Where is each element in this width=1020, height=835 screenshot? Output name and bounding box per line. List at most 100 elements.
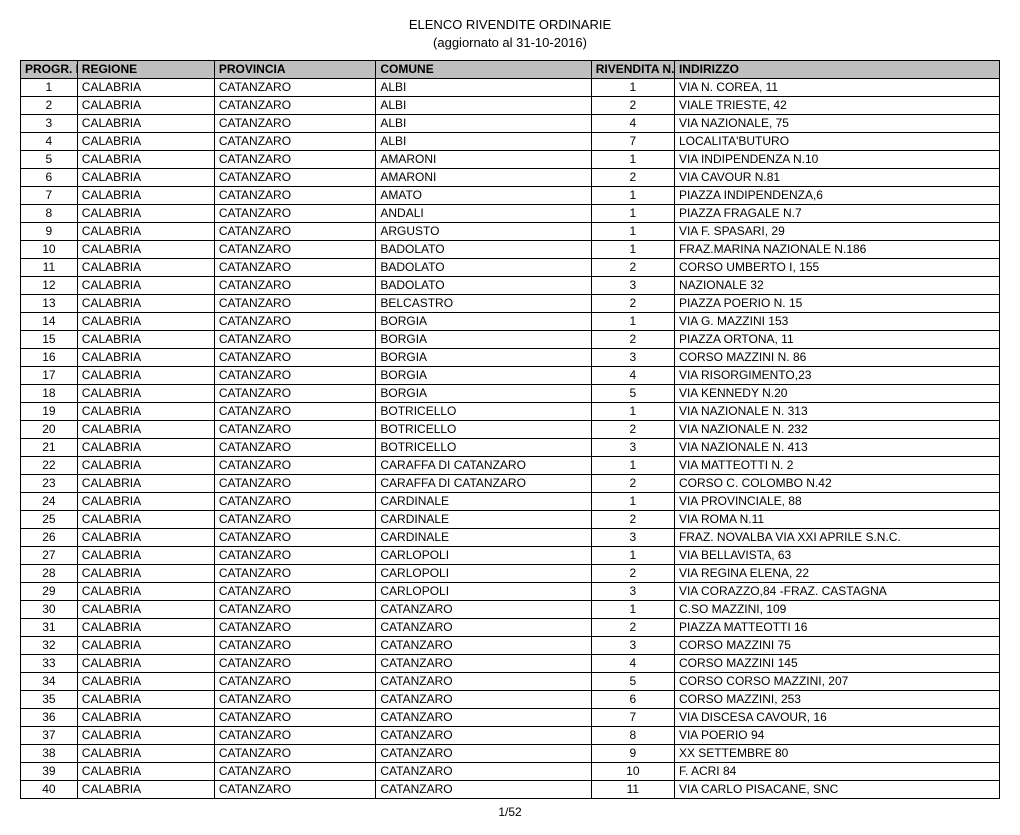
- cell-comune: AMARONI: [376, 151, 591, 169]
- cell-comune: CATANZARO: [376, 673, 591, 691]
- cell-indirizzo: VIA NAZIONALE N. 413: [674, 439, 999, 457]
- cell-rivendita: 1: [591, 457, 674, 475]
- cell-progr: 21: [21, 439, 78, 457]
- cell-comune: CARDINALE: [376, 511, 591, 529]
- cell-indirizzo: VIA KENNEDY N.20: [674, 385, 999, 403]
- cell-progr: 11: [21, 259, 78, 277]
- cell-regione: CALABRIA: [77, 223, 214, 241]
- table-row: 12CALABRIACATANZAROBADOLATO3NAZIONALE 32: [21, 277, 1000, 295]
- cell-progr: 14: [21, 313, 78, 331]
- page-subtitle: (aggiornato al 31-10-2016): [20, 34, 1000, 52]
- table-row: 39CALABRIACATANZAROCATANZARO10F. ACRI 84: [21, 763, 1000, 781]
- cell-provincia: CATANZARO: [214, 439, 376, 457]
- cell-progr: 25: [21, 511, 78, 529]
- table-row: 13CALABRIACATANZAROBELCASTRO2PIAZZA POER…: [21, 295, 1000, 313]
- table-row: 18CALABRIACATANZAROBORGIA5VIA KENNEDY N.…: [21, 385, 1000, 403]
- table-row: 20CALABRIACATANZAROBOTRICELLO2VIA NAZION…: [21, 421, 1000, 439]
- cell-provincia: CATANZARO: [214, 385, 376, 403]
- col-progr: PROGR. ELENCO: [21, 61, 78, 79]
- page-footer: 1/52: [20, 805, 1000, 819]
- cell-indirizzo: CORSO C. COLOMBO N.42: [674, 475, 999, 493]
- cell-regione: CALABRIA: [77, 637, 214, 655]
- cell-provincia: CATANZARO: [214, 763, 376, 781]
- cell-rivendita: 1: [591, 187, 674, 205]
- cell-indirizzo: PIAZZA POERIO N. 15: [674, 295, 999, 313]
- col-comune: COMUNE: [376, 61, 591, 79]
- cell-progr: 34: [21, 673, 78, 691]
- table-row: 3CALABRIACATANZAROALBI4VIA NAZIONALE, 75: [21, 115, 1000, 133]
- cell-comune: BORGIA: [376, 367, 591, 385]
- cell-indirizzo: PIAZZA INDIPENDENZA,6: [674, 187, 999, 205]
- cell-provincia: CATANZARO: [214, 655, 376, 673]
- cell-indirizzo: VIA RISORGIMENTO,23: [674, 367, 999, 385]
- cell-regione: CALABRIA: [77, 619, 214, 637]
- cell-comune: BORGIA: [376, 385, 591, 403]
- cell-progr: 32: [21, 637, 78, 655]
- cell-regione: CALABRIA: [77, 277, 214, 295]
- cell-regione: CALABRIA: [77, 475, 214, 493]
- cell-comune: CATANZARO: [376, 763, 591, 781]
- cell-progr: 36: [21, 709, 78, 727]
- table-row: 33CALABRIACATANZAROCATANZARO4CORSO MAZZI…: [21, 655, 1000, 673]
- cell-comune: AMATO: [376, 187, 591, 205]
- cell-progr: 40: [21, 781, 78, 799]
- cell-progr: 18: [21, 385, 78, 403]
- cell-rivendita: 9: [591, 745, 674, 763]
- cell-regione: CALABRIA: [77, 511, 214, 529]
- cell-regione: CALABRIA: [77, 133, 214, 151]
- table-row: 40CALABRIACATANZAROCATANZARO11VIA CARLO …: [21, 781, 1000, 799]
- cell-progr: 31: [21, 619, 78, 637]
- table-row: 5CALABRIACATANZAROAMARONI1VIA INDIPENDEN…: [21, 151, 1000, 169]
- table-row: 2CALABRIACATANZAROALBI2VIALE TRIESTE, 42: [21, 97, 1000, 115]
- cell-rivendita: 5: [591, 673, 674, 691]
- cell-rivendita: 11: [591, 781, 674, 799]
- cell-indirizzo: CORSO UMBERTO I, 155: [674, 259, 999, 277]
- cell-provincia: CATANZARO: [214, 583, 376, 601]
- cell-rivendita: 1: [591, 313, 674, 331]
- table-row: 36CALABRIACATANZAROCATANZARO7VIA DISCESA…: [21, 709, 1000, 727]
- cell-rivendita: 3: [591, 529, 674, 547]
- cell-comune: CATANZARO: [376, 691, 591, 709]
- cell-regione: CALABRIA: [77, 691, 214, 709]
- cell-regione: CALABRIA: [77, 601, 214, 619]
- cell-rivendita: 3: [591, 637, 674, 655]
- cell-progr: 17: [21, 367, 78, 385]
- cell-progr: 1: [21, 79, 78, 97]
- cell-regione: CALABRIA: [77, 781, 214, 799]
- table-row: 11CALABRIACATANZAROBADOLATO2CORSO UMBERT…: [21, 259, 1000, 277]
- table-row: 10CALABRIACATANZAROBADOLATO1FRAZ.MARINA …: [21, 241, 1000, 259]
- cell-progr: 24: [21, 493, 78, 511]
- cell-rivendita: 1: [591, 547, 674, 565]
- cell-indirizzo: VIA PROVINCIALE, 88: [674, 493, 999, 511]
- table-row: 8CALABRIACATANZAROANDALI1PIAZZA FRAGALE …: [21, 205, 1000, 223]
- cell-provincia: CATANZARO: [214, 709, 376, 727]
- cell-provincia: CATANZARO: [214, 691, 376, 709]
- cell-rivendita: 3: [591, 439, 674, 457]
- table-row: 26CALABRIACATANZAROCARDINALE3FRAZ. NOVAL…: [21, 529, 1000, 547]
- cell-regione: CALABRIA: [77, 763, 214, 781]
- cell-comune: BADOLATO: [376, 259, 591, 277]
- cell-provincia: CATANZARO: [214, 79, 376, 97]
- cell-progr: 29: [21, 583, 78, 601]
- cell-rivendita: 3: [591, 349, 674, 367]
- table-row: 32CALABRIACATANZAROCATANZARO3CORSO MAZZI…: [21, 637, 1000, 655]
- cell-comune: CARLOPOLI: [376, 547, 591, 565]
- cell-progr: 26: [21, 529, 78, 547]
- cell-provincia: CATANZARO: [214, 745, 376, 763]
- cell-comune: ALBI: [376, 133, 591, 151]
- table-row: 27CALABRIACATANZAROCARLOPOLI1VIA BELLAVI…: [21, 547, 1000, 565]
- cell-provincia: CATANZARO: [214, 187, 376, 205]
- cell-regione: CALABRIA: [77, 403, 214, 421]
- cell-regione: CALABRIA: [77, 457, 214, 475]
- cell-indirizzo: VIA INDIPENDENZA N.10: [674, 151, 999, 169]
- cell-comune: ALBI: [376, 115, 591, 133]
- cell-provincia: CATANZARO: [214, 331, 376, 349]
- cell-provincia: CATANZARO: [214, 133, 376, 151]
- cell-comune: BOTRICELLO: [376, 403, 591, 421]
- cell-regione: CALABRIA: [77, 349, 214, 367]
- cell-regione: CALABRIA: [77, 115, 214, 133]
- table-header-row: PROGR. ELENCO REGIONE PROVINCIA COMUNE R…: [21, 61, 1000, 79]
- cell-provincia: CATANZARO: [214, 727, 376, 745]
- table-row: 30CALABRIACATANZAROCATANZARO1C.SO MAZZIN…: [21, 601, 1000, 619]
- cell-progr: 23: [21, 475, 78, 493]
